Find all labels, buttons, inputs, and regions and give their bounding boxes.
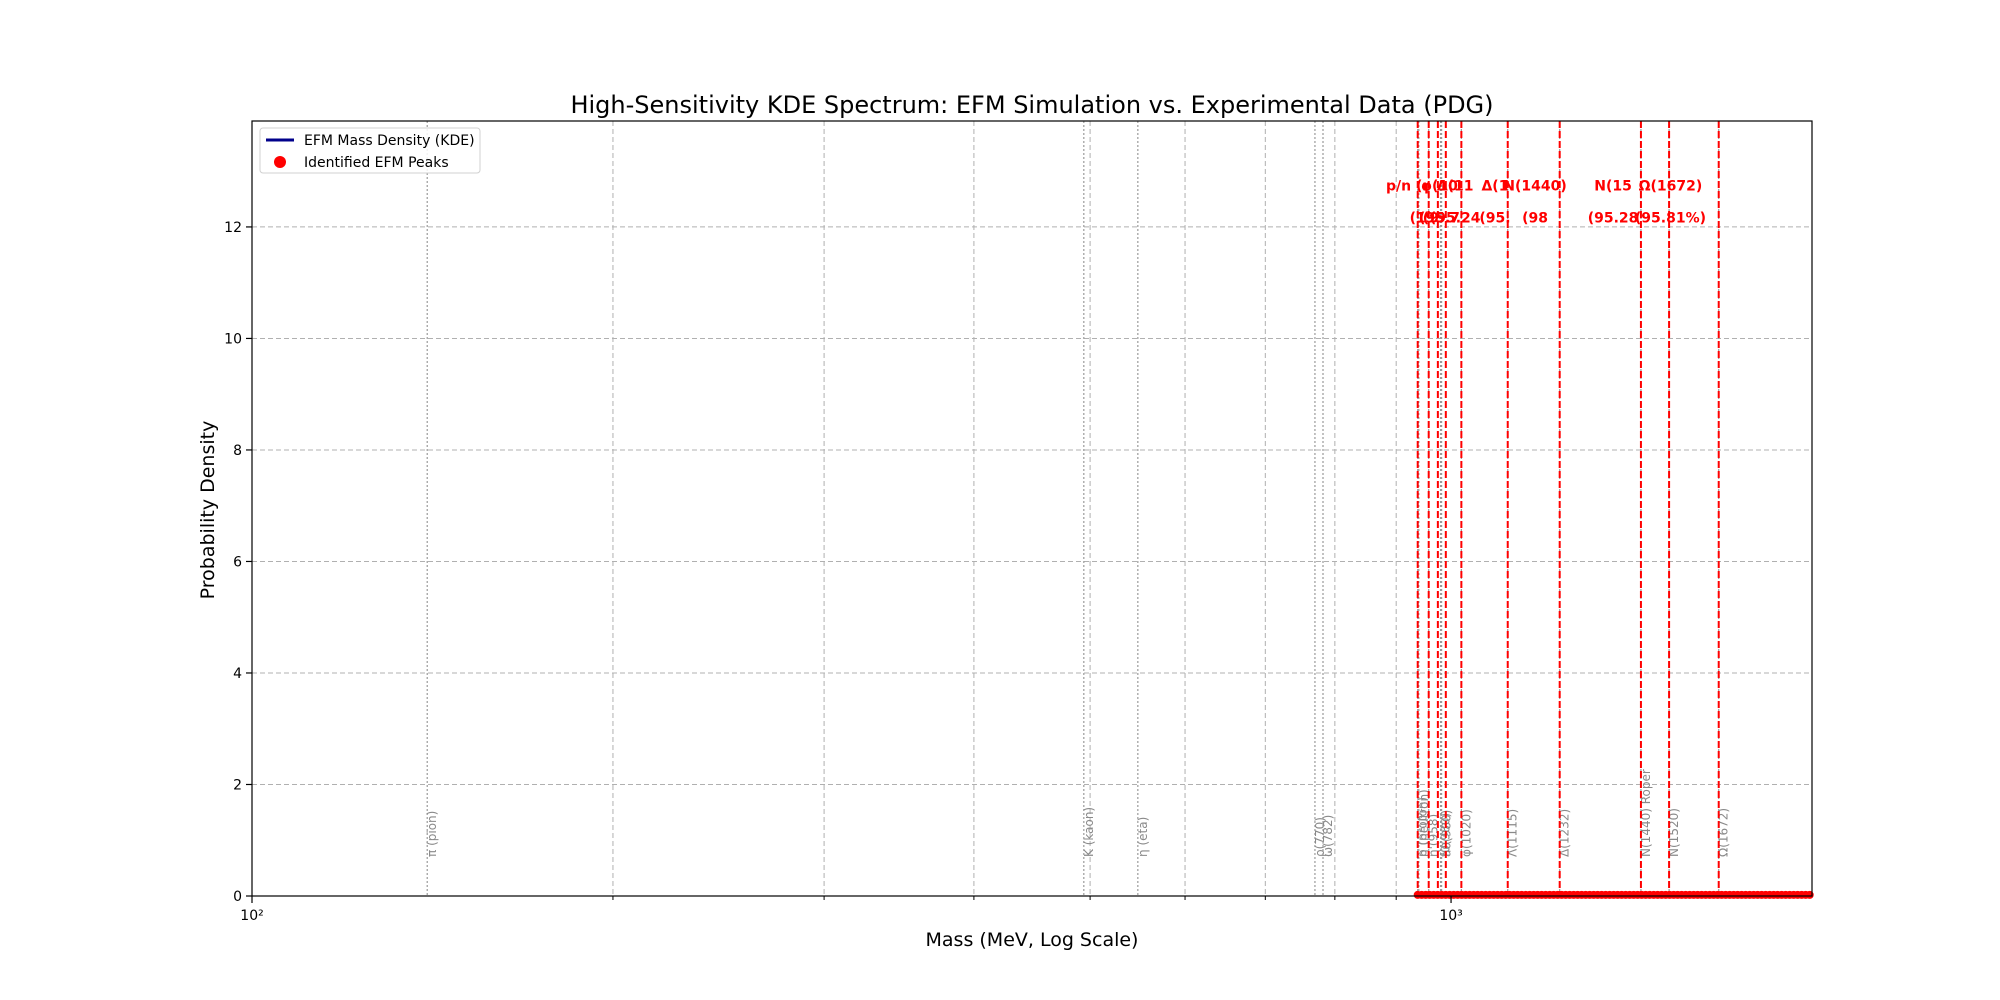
chart-title: High-Sensitivity KDE Spectrum: EFM Simul… [570,91,1493,119]
legend-box [259,127,481,174]
y-tick-label: 12 [224,220,242,236]
plot-frame [251,120,1813,897]
pdg-reference-label: Ω(1672) [1717,808,1731,857]
y-tick-label: 4 [233,666,242,682]
pdg-reference-label: N(1440) Roper [1639,769,1653,857]
legend-marker-swatch [274,156,286,168]
match-annotations: p/n (r (1(9 φ(10 (95.7 Λ(11 (95.24Δ(1 (95. N(14… [1386,179,1706,227]
pdg-reference-label: φ(1020) [1459,809,1473,857]
pdg-reference-label: Λ(1115) [1506,809,1520,857]
y-tick-label: 8 [233,443,242,459]
match-annotation-name: Λ(11 [1437,179,1474,195]
y-tick-label: 2 [233,777,242,793]
pdg-reference-label: n (neutron) [1417,789,1431,857]
pdg-reference-lines: π (pion) K (kaon) η (eta) ρ(770)ω(782) p (pr… [425,121,1731,896]
matched-peak-lines [1416,121,1720,896]
pdg-reference-label: N(1520) [1667,808,1681,857]
match-annotation-score: (98 [1522,210,1548,226]
match-annotation-score: (9 [1423,210,1439,226]
grid-layer [252,121,1812,896]
match-annotation-score: (95. [1479,210,1510,226]
y-tick-label: 6 [233,554,242,570]
match-annotation-score: (95.28 [1588,210,1639,226]
match-annotation-name: N(15 [1594,179,1632,195]
legend-label: EFM Mass Density (KDE) [304,133,475,149]
match-annotation-name: Δ(1 [1481,179,1508,195]
legend-label: Identified EFM Peaks [304,155,449,171]
match-annotation-name: φ(10 [1421,179,1458,195]
y-tick-label: 10 [224,331,242,347]
pdg-reference-label: η (eta) [1136,817,1150,857]
match-annotation-name: p/n (r [1386,179,1429,195]
x-tick-label: 10² [240,908,263,924]
pdg-reference-label: π (pion) [425,811,439,857]
match-annotation-score: (1 [1410,210,1426,226]
match-annotation-name: Ω(1672) [1639,179,1703,195]
axis-ticks: 0 2 4 6 8 10 12 10² 10³ [224,220,1463,924]
pdg-reference-label: K (kaon) [1082,807,1096,857]
pdg-reference-label: ω(782) [1321,815,1335,857]
y-axis-label: Probability Density [197,421,219,600]
peak-markers [1413,890,1814,899]
match-annotation-name: N(1440) [1503,179,1566,195]
match-annotation-score: (95.81%) [1635,210,1706,226]
legend: EFM Mass Density (KDE) Identified EFM Pea… [259,127,481,174]
match-annotation-score: (95.24 [1430,210,1481,226]
x-axis-label: Mass (MeV, Log Scale) [926,929,1139,951]
match-annotation-score: (95.7 [1419,210,1460,226]
pdg-reference-label: Δ(1232) [1558,809,1572,857]
x-tick-label: 10³ [1439,908,1462,924]
y-tick-label: 0 [233,889,242,905]
